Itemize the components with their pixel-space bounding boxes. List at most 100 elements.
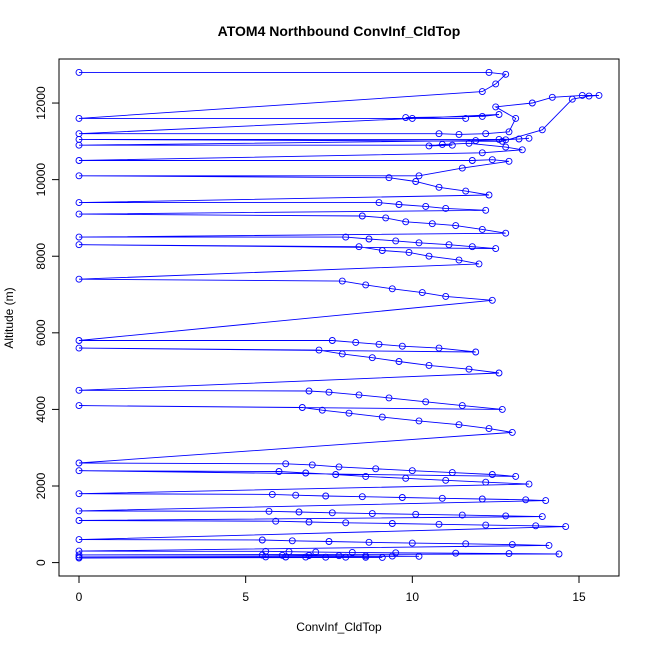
data-point (415, 239, 423, 247)
data-point (335, 463, 343, 471)
data-point (75, 233, 83, 241)
data-point (578, 91, 586, 99)
data-point (342, 553, 350, 561)
data-point (302, 553, 310, 561)
data-point (75, 554, 83, 562)
data-point (75, 517, 83, 524)
data-point (482, 521, 490, 529)
data-point (438, 494, 446, 502)
y-tick-label: 10000 (34, 163, 48, 197)
x-axis: 0 5 10 15 (76, 575, 586, 604)
y-tick-label: 12000 (34, 86, 48, 120)
data-point (485, 191, 493, 199)
data-point (542, 497, 550, 505)
data-point (75, 467, 83, 475)
data-point (498, 137, 506, 145)
data-point (412, 510, 420, 518)
data-point (75, 337, 83, 344)
data-point (472, 348, 480, 356)
data-point (485, 425, 493, 433)
x-tick-label: 5 (242, 590, 249, 604)
data-point (492, 245, 500, 253)
data-point (442, 292, 450, 300)
data-point (505, 550, 513, 558)
data-point (435, 344, 443, 352)
data-point (478, 88, 486, 96)
data-point (388, 520, 396, 527)
data-point (312, 548, 320, 556)
data-point (532, 522, 540, 530)
data-point (415, 172, 423, 180)
data-point (585, 92, 593, 100)
data-point (308, 461, 316, 469)
data-point (495, 135, 503, 143)
data-point (398, 494, 406, 501)
data-point (75, 459, 83, 467)
data-point (502, 143, 510, 151)
data-point (435, 520, 443, 528)
data-point (402, 218, 410, 226)
data-point (325, 538, 333, 545)
data-point (268, 490, 276, 498)
data-point (438, 140, 446, 148)
data-point (562, 523, 570, 531)
data-point (455, 256, 463, 264)
data-point (455, 421, 463, 429)
data-point (495, 111, 503, 118)
data-point (448, 141, 456, 149)
chart-title: ATOM4 Northbound ConvInf_CldTop (218, 23, 461, 39)
data-point (75, 210, 83, 218)
data-point (468, 243, 476, 251)
data-point (418, 289, 426, 297)
data-point (425, 252, 433, 260)
data-point (478, 112, 486, 120)
data-point (495, 369, 503, 377)
data-point (265, 507, 273, 515)
data-point (282, 460, 290, 468)
data-point (465, 139, 473, 147)
data-point (392, 237, 400, 245)
data-point (428, 220, 436, 228)
data-point (372, 465, 380, 473)
data-point (452, 222, 460, 230)
data-point (75, 172, 83, 180)
data-point (362, 472, 370, 480)
data-point (525, 480, 533, 488)
data-point (75, 386, 83, 394)
data-point (462, 187, 470, 195)
data-point (322, 553, 330, 561)
data-point (538, 126, 546, 134)
data-point (375, 199, 383, 207)
data-point (512, 472, 520, 480)
data-point (75, 114, 83, 122)
y-tick-label: 0 (34, 559, 48, 566)
data-point (545, 541, 553, 549)
data-point (458, 402, 466, 410)
series-line-0 (78, 71, 600, 559)
data-point (408, 114, 416, 122)
data-point (395, 201, 403, 208)
data-point (595, 91, 603, 99)
data-point (75, 157, 83, 164)
data-point (278, 551, 286, 559)
data-point (468, 157, 476, 164)
y-tick-label: 4000 (34, 396, 48, 423)
data-point (505, 128, 513, 136)
data-point (355, 391, 363, 399)
data-point (342, 233, 350, 241)
data-point (302, 469, 310, 477)
data-point (548, 93, 556, 101)
x-tick-label: 15 (572, 590, 586, 604)
data-layer (75, 68, 603, 562)
data-point (282, 553, 290, 561)
data-point (402, 114, 410, 122)
y-axis-label: Altitude (m) (2, 287, 16, 348)
data-point (75, 490, 83, 498)
data-point (75, 551, 83, 559)
x-tick-label: 0 (76, 590, 83, 604)
y-tick-label: 2000 (34, 472, 48, 499)
data-point (378, 553, 386, 561)
data-point (285, 548, 293, 556)
data-point (368, 510, 376, 518)
data-point (472, 137, 480, 145)
